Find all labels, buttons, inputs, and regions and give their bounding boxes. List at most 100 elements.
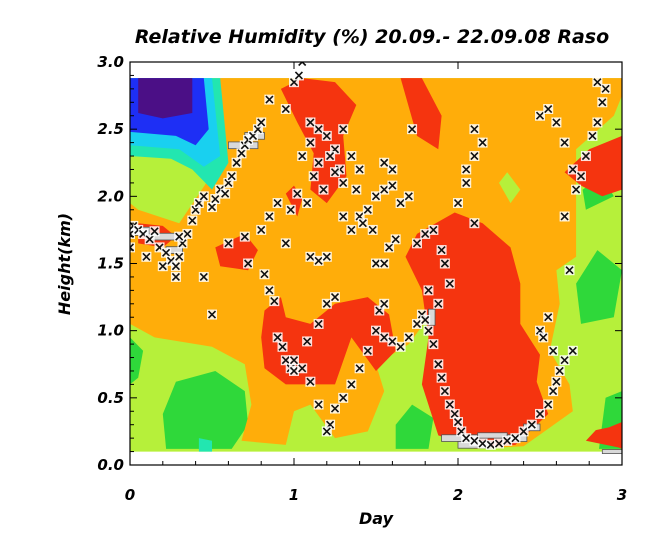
observation-point (581, 151, 591, 161)
observation-point (302, 336, 312, 346)
observation-point (469, 218, 479, 228)
observation-point (141, 252, 151, 262)
observation-point (264, 211, 274, 221)
observation-point (423, 326, 433, 336)
observation-point (440, 259, 450, 269)
observation-band (602, 450, 622, 454)
observation-point (330, 167, 340, 177)
y-axis-label: Height(km) (55, 213, 74, 315)
observation-point (319, 185, 329, 195)
x-tick-label: 2 (453, 486, 463, 504)
y-tick-label: 2.0 (97, 187, 124, 205)
observation-point (207, 310, 217, 320)
observation-point (278, 342, 288, 352)
observation-point (314, 400, 324, 410)
observation-point (576, 171, 586, 181)
observation-point (171, 261, 181, 271)
observation-point (407, 124, 417, 134)
observation-point (404, 191, 414, 201)
observation-point (560, 138, 570, 148)
observation-point (223, 238, 233, 248)
x-tick-label: 1 (289, 486, 299, 504)
observation-point (548, 386, 558, 396)
observation-point (396, 342, 406, 352)
observation-point (264, 285, 274, 295)
observation-point (338, 124, 348, 134)
observation-point (461, 178, 471, 188)
observation-point (469, 124, 479, 134)
observation-point (560, 211, 570, 221)
observation-point (286, 205, 296, 215)
observation-point (281, 238, 291, 248)
observation-point (423, 285, 433, 295)
observation-point (461, 164, 471, 174)
observation-point (158, 261, 168, 271)
observation-point (404, 332, 414, 342)
contour-region-purple (138, 78, 192, 118)
observation-point (150, 226, 160, 236)
observation-point (351, 185, 361, 195)
observation-point (259, 269, 269, 279)
observation-point (174, 232, 184, 242)
observation-point (535, 409, 545, 419)
y-tick-label: 0.0 (97, 456, 124, 474)
observation-point (437, 245, 447, 255)
observation-point (478, 138, 488, 148)
observation-point (543, 104, 553, 114)
observation-point (210, 194, 220, 204)
observation-point (297, 151, 307, 161)
observation-point (325, 151, 335, 161)
observation-point (243, 259, 253, 269)
observation-point (227, 171, 237, 181)
observation-point (240, 232, 250, 242)
observation-point (330, 292, 340, 302)
y-tick-label: 3.0 (97, 53, 124, 71)
observation-point (445, 279, 455, 289)
observation-point (220, 189, 230, 199)
observation-point (171, 272, 181, 282)
observation-point (565, 265, 575, 275)
observation-point (412, 238, 422, 248)
observation-point (592, 117, 602, 127)
observation-point (368, 225, 378, 235)
observation-point (346, 379, 356, 389)
observation-point (543, 312, 553, 322)
observation-point (453, 198, 463, 208)
observation-point (346, 225, 356, 235)
observation-point (281, 104, 291, 114)
observation-point (322, 131, 332, 141)
observation-point (597, 97, 607, 107)
observation-point (273, 332, 283, 342)
observation-point (269, 296, 279, 306)
observation-point (568, 346, 578, 356)
y-tick-label: 1.0 (97, 322, 124, 340)
observation-point (428, 339, 438, 349)
observation-point (305, 138, 315, 148)
observation-point (294, 70, 304, 80)
observation-point (379, 299, 389, 309)
observation-point (543, 400, 553, 410)
observation-point (358, 218, 368, 228)
observation-point (433, 299, 443, 309)
observation-point (538, 332, 548, 342)
observation-point (199, 191, 209, 201)
observation-point (256, 225, 266, 235)
observation-point (363, 346, 373, 356)
observation-point (302, 198, 312, 208)
observation-point (387, 181, 397, 191)
chart-title: Relative Humidity (%) 20.09.- 22.09.08 R… (135, 26, 609, 48)
x-tick-label: 3 (617, 486, 627, 504)
observation-point (355, 164, 365, 174)
observation-point (338, 393, 348, 403)
observation-point (292, 189, 302, 199)
observation-point (338, 211, 348, 221)
observation-point (289, 355, 299, 365)
y-tick-label: 2.5 (97, 120, 124, 138)
observation-point (322, 252, 332, 262)
observation-point (527, 420, 537, 430)
observation-point (548, 346, 558, 356)
y-tick-label: 0.5 (97, 389, 124, 407)
observation-point (391, 234, 401, 244)
observation-point (379, 158, 389, 168)
